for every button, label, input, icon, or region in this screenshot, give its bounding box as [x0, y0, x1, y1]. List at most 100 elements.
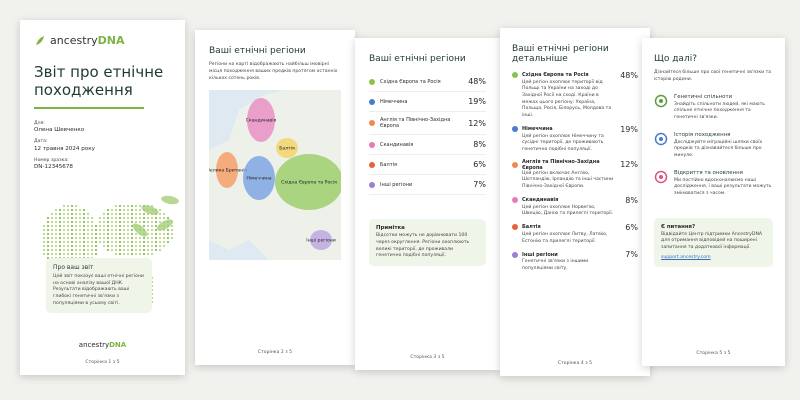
- map-dot: [78, 232, 82, 236]
- map-dot: [102, 228, 106, 232]
- map-dot: [122, 208, 126, 212]
- region-label: Велика Британія: [209, 168, 247, 174]
- map-dot: [142, 224, 146, 228]
- region-name: Німеччина: [522, 126, 553, 133]
- map-dot: [118, 232, 122, 236]
- note-text: Відсотки можуть не дорівнювати 100 через…: [376, 233, 470, 259]
- region-detail: Скандинавія 8% Цей регіон охоплює Норвегію…: [512, 196, 638, 218]
- map-dot: [142, 244, 146, 248]
- region-percent: 6%: [473, 160, 486, 170]
- map-dot: [90, 236, 94, 240]
- map-dot: [114, 236, 118, 240]
- leaf: [132, 223, 148, 237]
- map-dot: [66, 236, 70, 240]
- page-number: Сторінка 4 з 5: [557, 361, 593, 366]
- map-dot: [138, 204, 142, 208]
- map-dot: [70, 240, 74, 244]
- map-dot: [74, 204, 78, 208]
- region-dot: [512, 72, 518, 79]
- step-icon: [654, 170, 668, 183]
- page-intro: Дізнайтеся більше про свої генетичні зв'…: [654, 70, 772, 82]
- map-dot: [86, 248, 90, 252]
- icon-shape: [654, 132, 668, 145]
- map-dot: [110, 248, 114, 252]
- map-dot: [118, 208, 122, 212]
- map-dot: [78, 244, 82, 248]
- map-dot: [94, 228, 98, 232]
- map-dot: [58, 228, 62, 232]
- map-dot: [78, 248, 82, 252]
- map-dot: [114, 240, 118, 244]
- map-dot: [122, 252, 126, 256]
- map-dot: [86, 220, 90, 224]
- region-percent: 19%: [620, 124, 638, 134]
- map-dot: [74, 216, 78, 220]
- map-dot: [66, 240, 70, 244]
- region-dot: [512, 224, 518, 231]
- map-dot: [158, 208, 162, 212]
- map-dot: [118, 220, 122, 224]
- region-area: [243, 156, 275, 201]
- map-dot: [126, 240, 130, 244]
- map-dot: [126, 216, 130, 220]
- region-list: Східна Європа та Росія 48% Німеччина 19% Анг…: [369, 72, 486, 196]
- region-percent: 12%: [468, 118, 486, 128]
- map-dot: [146, 216, 150, 220]
- logo-brand: ancestry: [50, 34, 98, 47]
- field: Номер зразка: DN-12345678: [34, 158, 171, 171]
- map-dot: [66, 248, 70, 252]
- map-dot: [166, 228, 170, 232]
- map-dot: [42, 244, 46, 248]
- map-dot: [102, 240, 106, 244]
- map-dot: [94, 244, 98, 248]
- map-dot: [118, 216, 122, 220]
- map-dot: [50, 232, 54, 236]
- map-dot: [122, 228, 126, 232]
- region-head: Англія та Північно-Західна Європа 12%: [512, 159, 638, 171]
- region-name: Англія та Північно-Західна Європа: [380, 117, 451, 130]
- region-label: Німеччина: [246, 176, 271, 182]
- map-dot: [66, 204, 70, 208]
- map-dot: [42, 232, 46, 236]
- map-dot: [90, 228, 94, 232]
- field: Дата: 12 травня 2024 року: [34, 139, 171, 152]
- map-dot: [90, 216, 94, 220]
- region-detail: Балтія 6% Цей регіон охоплює Литву, Латвію…: [512, 223, 638, 245]
- step-title: Відкриття та оновлення: [674, 169, 743, 176]
- map-dot: [90, 244, 94, 248]
- map-dot: [126, 248, 130, 252]
- region-percent: 8%: [625, 195, 638, 205]
- map-dot: [50, 216, 54, 220]
- about-title: Про ваш звіт: [53, 264, 94, 271]
- map-dot: [50, 224, 54, 228]
- map-dot: [62, 220, 66, 224]
- map-dot: [70, 236, 74, 240]
- map-dot: [106, 244, 110, 248]
- map-dot: [98, 220, 102, 224]
- map-dot: [58, 236, 62, 240]
- map-dot: [82, 208, 86, 212]
- map-dot: [150, 248, 154, 252]
- map-dot: [74, 212, 78, 216]
- map-dot: [150, 224, 154, 228]
- map-dot: [126, 208, 130, 212]
- map-dot: [114, 204, 118, 208]
- map-dot: [62, 216, 66, 220]
- map-dot: [86, 216, 90, 220]
- region-name: Інші регіони: [380, 181, 413, 188]
- map-dot: [162, 212, 166, 216]
- map-dot: [106, 236, 110, 240]
- region-percent: 7%: [625, 250, 638, 260]
- map-dot: [78, 216, 82, 220]
- map-dot: [126, 204, 130, 208]
- note-box: Примітка Відсотки можуть не дорівнювати …: [369, 219, 486, 266]
- help-link[interactable]: support.ancestry.com: [661, 254, 711, 260]
- map-dot: [126, 236, 130, 240]
- europe-map: Скандинавія Балтія Велика Британія Німеччин…: [207, 90, 343, 261]
- report-fields: Для: Олена Шевченко Дата: 12 травня 2024 ро…: [34, 121, 171, 171]
- map-dot: [114, 252, 118, 256]
- map-dot: [46, 252, 50, 256]
- map-dot: [78, 208, 82, 212]
- region-dot: [369, 78, 375, 85]
